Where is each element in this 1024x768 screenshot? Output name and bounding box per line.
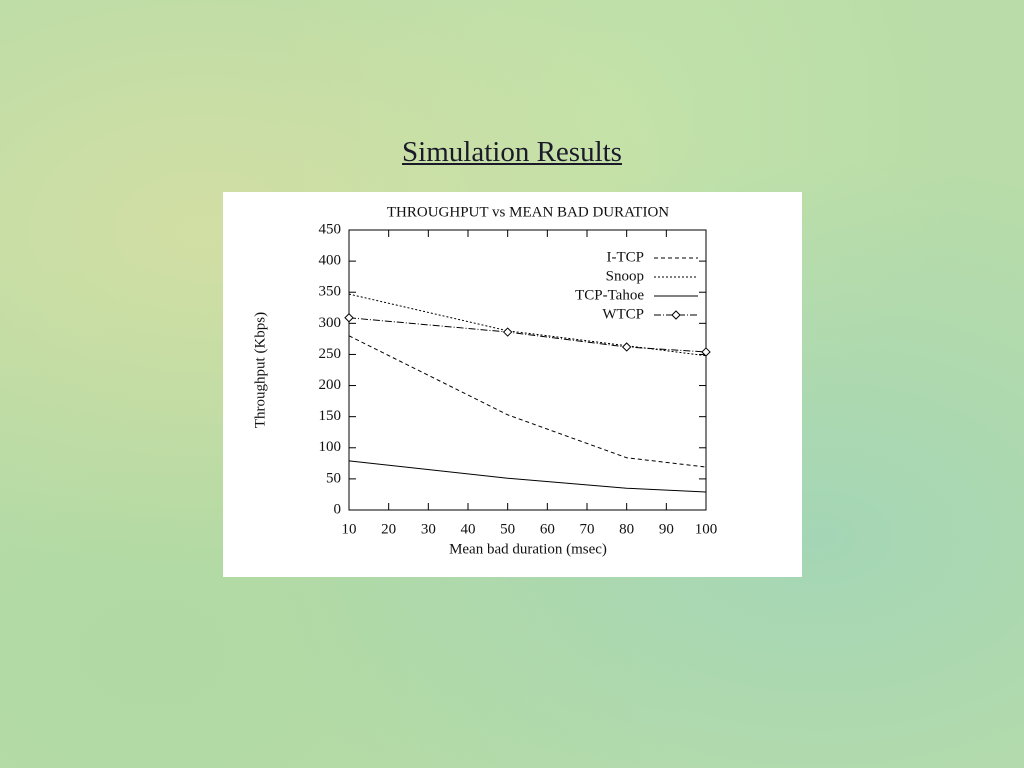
y-tick-label: 350: [319, 284, 342, 300]
y-axis-label: Throughput (Kbps): [252, 312, 268, 428]
y-tick-label: 50: [326, 470, 341, 486]
x-tick-label: 60: [540, 521, 555, 537]
x-tick-label: 100: [695, 521, 718, 537]
x-axis-label: Mean bad duration (msec): [449, 541, 607, 557]
x-tick-label: 30: [421, 521, 436, 537]
point-marker: [344, 313, 354, 323]
y-tick-label: 450: [319, 221, 342, 237]
x-tick-label: 80: [619, 521, 634, 537]
y-tick-label: 300: [319, 315, 342, 331]
x-tick-label: 50: [500, 521, 515, 537]
plot-frame: [348, 229, 707, 511]
x-tick-label: 10: [342, 521, 357, 537]
legend-label: TCP-Tahoe: [575, 287, 644, 303]
y-tick-label: 100: [319, 439, 342, 455]
legend-label: I-TCP: [607, 249, 645, 265]
x-tick-label: 40: [461, 521, 476, 537]
series-line: [348, 317, 707, 353]
legend-label: WTCP: [602, 306, 644, 322]
series-line: [348, 293, 707, 357]
y-tick-label: 250: [319, 346, 342, 362]
x-tick-label: 90: [659, 521, 674, 537]
point-marker: [502, 327, 513, 337]
chart-title: THROUGHPUT vs MEAN BAD DURATION: [387, 204, 669, 220]
y-tick-label: 0: [334, 501, 342, 517]
legend-label: Snoop: [606, 268, 644, 284]
legend-marker: [671, 310, 681, 320]
y-tick-label: 400: [319, 253, 342, 269]
point-marker: [701, 347, 711, 357]
chart: THROUGHPUT vs MEAN BAD DURATION Mean bad…: [223, 192, 802, 577]
y-tick-label: 200: [319, 377, 342, 393]
series-line: [348, 335, 707, 468]
chart-background: [223, 192, 802, 577]
x-tick-label: 70: [580, 521, 595, 537]
slide-title: Simulation Results: [402, 136, 622, 168]
series-line: [348, 460, 707, 493]
x-tick-label: 20: [381, 521, 396, 537]
point-marker: [621, 342, 632, 352]
y-tick-label: 150: [319, 408, 342, 424]
